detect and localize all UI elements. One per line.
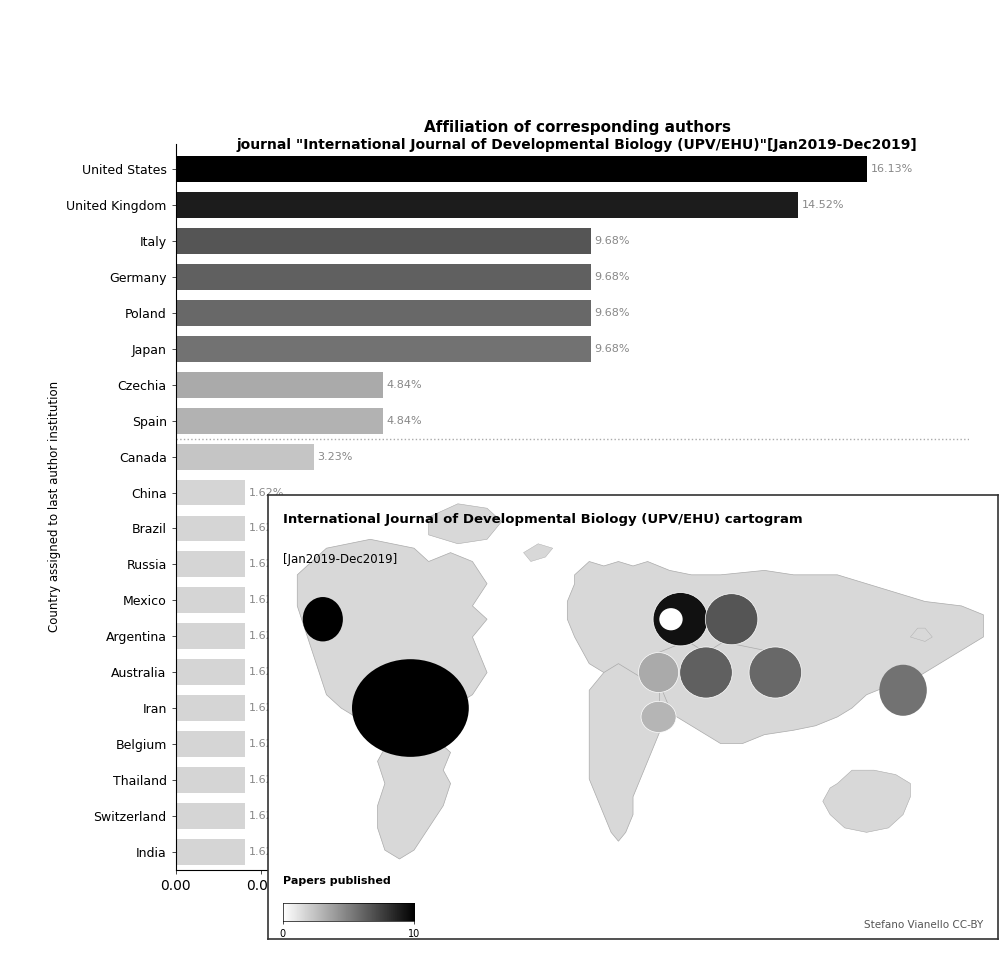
Text: 1.62%: 1.62% [249,739,284,749]
Text: Affiliation of corresponding authors: Affiliation of corresponding authors [423,120,730,135]
Bar [176,480,245,505]
Ellipse shape [652,593,707,646]
Text: THE INTERNATIONAL JOURNAL OF: THE INTERNATIONAL JOURNAL OF [437,16,566,26]
Text: 16.13%: 16.13% [870,164,912,174]
Ellipse shape [704,594,757,645]
Text: DEVELOPMENTAL: DEVELOPMENTAL [424,37,579,53]
Bar [176,336,590,361]
Polygon shape [910,628,932,641]
Text: 4.84%: 4.84% [386,380,422,390]
Ellipse shape [748,647,800,698]
Bar [176,444,314,470]
Bar [176,731,245,757]
Bar [176,264,590,290]
Text: 9.68%: 9.68% [594,272,629,282]
Polygon shape [589,664,669,841]
Text: 1.62%: 1.62% [249,811,284,821]
Ellipse shape [352,659,468,757]
Bar [176,552,245,578]
Bar [176,192,797,218]
Ellipse shape [303,597,343,641]
Bar [176,802,245,828]
Bar [176,839,245,865]
Text: journal "International Journal of Developmental Biology (UPV/EHU)"[Jan2019-Dec20: journal "International Journal of Develo… [237,138,917,152]
Text: 1.62%: 1.62% [249,487,284,498]
Text: 1.62%: 1.62% [249,559,284,570]
Ellipse shape [640,702,675,732]
Polygon shape [428,504,502,544]
Text: [Jan2019-Dec2019]: [Jan2019-Dec2019] [283,553,396,566]
Text: Papers published: Papers published [283,875,390,886]
Text: 9.68%: 9.68% [594,308,629,318]
Text: 1.62%: 1.62% [249,631,284,641]
Text: 1.62%: 1.62% [249,775,284,785]
Text: 9.68%: 9.68% [594,236,629,246]
Text: 3.23%: 3.23% [317,452,353,461]
Bar [176,372,383,398]
Y-axis label: Country assigned to last author institution: Country assigned to last author institut… [48,382,60,632]
Polygon shape [523,544,553,561]
Bar [176,300,590,326]
Text: Linking Development, Stem Cells and Cancer Research: Linking Development, Stem Cells and Canc… [409,103,594,110]
Bar [176,228,590,254]
Bar [176,515,245,541]
Text: 1.62%: 1.62% [249,847,284,857]
Bar [176,624,245,650]
Text: International Journal of Developmental Biology (UPV/EHU) cartogram: International Journal of Developmental B… [283,512,801,526]
X-axis label: Percentage of all International Journal of Developmental Biology (UPV/EHU) paper: Percentage of all International Journal … [268,899,876,908]
Bar [176,767,245,793]
Bar [176,695,245,721]
Bar [176,587,245,613]
Text: 1.62%: 1.62% [249,524,284,533]
Bar [176,407,383,433]
Bar [176,157,867,183]
Text: 4.84%: 4.84% [386,416,422,426]
Text: 1.62%: 1.62% [249,595,284,605]
Polygon shape [567,561,982,744]
Polygon shape [297,539,486,739]
Ellipse shape [879,665,926,716]
Ellipse shape [638,653,678,693]
Text: Stefano Vianello CC-BY: Stefano Vianello CC-BY [864,920,982,930]
Text: 1.62%: 1.62% [249,703,284,713]
Text: 14.52%: 14.52% [800,200,844,210]
Polygon shape [822,770,910,832]
Ellipse shape [659,608,682,630]
Polygon shape [377,730,450,859]
Text: BIOLOGY: BIOLOGY [433,62,570,89]
Text: 9.68%: 9.68% [594,344,629,354]
Ellipse shape [679,647,731,698]
Bar [176,659,245,685]
Text: 1.62%: 1.62% [249,667,284,678]
